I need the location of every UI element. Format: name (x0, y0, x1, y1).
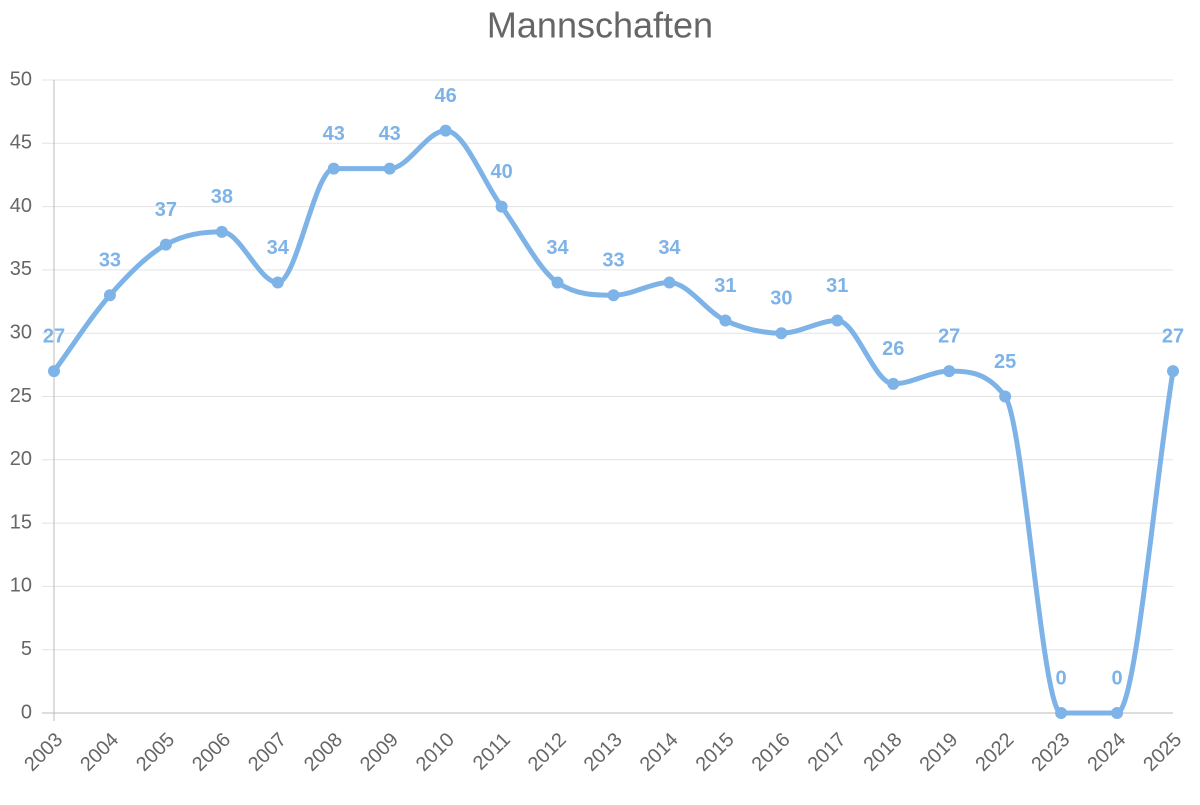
data-point (1055, 707, 1068, 719)
x-tick-label: 2012 (524, 729, 571, 776)
data-point (159, 238, 172, 251)
x-tick-label: 2016 (748, 729, 795, 776)
data-point (887, 377, 900, 390)
x-tick-label: 2017 (804, 729, 851, 776)
x-tick-label: 2015 (692, 729, 739, 776)
x-tick-label: 2024 (1083, 729, 1130, 776)
data-label: 46 (435, 85, 457, 107)
data-label: 0 (1111, 667, 1122, 689)
data-point (1111, 707, 1124, 719)
x-tick-label: 2011 (469, 729, 515, 775)
y-tick-label: 20 (10, 448, 32, 470)
data-point (215, 225, 228, 238)
data-point (775, 327, 788, 340)
x-tick-label: 2007 (244, 729, 291, 776)
data-label: 31 (714, 275, 736, 297)
y-tick-label: 40 (10, 195, 32, 217)
data-label: 33 (602, 250, 624, 272)
data-point (103, 289, 116, 302)
data-label: 33 (99, 250, 121, 272)
data-point (48, 365, 60, 378)
y-tick-label: 0 (21, 701, 32, 723)
x-tick-label: 2004 (76, 729, 123, 776)
data-point (607, 289, 620, 302)
data-point (1167, 365, 1179, 378)
data-label: 27 (43, 325, 65, 347)
data-point (327, 162, 340, 175)
x-tick-label: 2023 (1027, 729, 1074, 776)
x-tick-label: 2019 (915, 729, 962, 776)
y-tick-label: 25 (10, 385, 32, 407)
data-label: 40 (490, 161, 512, 183)
x-tick-label: 2006 (188, 729, 235, 776)
data-label: 25 (994, 351, 1016, 373)
series-line (51, 128, 1176, 716)
data-label: 30 (770, 287, 792, 309)
data-point (663, 276, 676, 289)
y-tick-label: 5 (21, 638, 32, 660)
x-tick-label: 2010 (412, 729, 459, 776)
x-tick-label: 2008 (300, 729, 347, 776)
x-tick-label: 2009 (356, 729, 403, 776)
data-point (831, 314, 844, 327)
data-label: 34 (546, 237, 569, 259)
x-tick-label: 2005 (132, 729, 179, 776)
data-point (495, 200, 508, 213)
data-label: 34 (658, 237, 681, 259)
data-label: 27 (1162, 325, 1184, 347)
data-label: 31 (826, 275, 848, 297)
y-tick-label: 15 (10, 511, 32, 533)
x-tick-label: 2014 (636, 729, 683, 776)
chart-title: Mannschaften (487, 5, 713, 46)
data-point (271, 276, 284, 289)
data-label: 43 (379, 123, 401, 145)
data-label: 37 (155, 199, 177, 221)
data-label: 38 (211, 186, 233, 208)
y-tick-label: 10 (10, 575, 32, 597)
y-tick-label: 50 (10, 68, 32, 90)
x-tick-label: 2022 (971, 729, 1018, 776)
x-tick-label: 2025 (1139, 729, 1186, 776)
y-tick-label: 45 (10, 132, 32, 154)
data-point (383, 162, 396, 175)
data-label: 0 (1056, 667, 1067, 689)
data-label: 26 (882, 338, 904, 360)
data-point (551, 276, 564, 289)
data-point (999, 390, 1012, 403)
x-tick-label: 2018 (859, 729, 906, 776)
y-tick-label: 35 (10, 258, 32, 280)
x-tick-label: 2003 (20, 729, 67, 776)
x-tick-label: 2013 (580, 729, 627, 776)
y-tick-label: 30 (10, 321, 32, 343)
data-point (943, 365, 956, 378)
data-label: 34 (267, 237, 290, 259)
data-point (439, 124, 452, 137)
data-label: 27 (938, 325, 960, 347)
data-label: 43 (323, 123, 345, 145)
data-point (719, 314, 732, 327)
